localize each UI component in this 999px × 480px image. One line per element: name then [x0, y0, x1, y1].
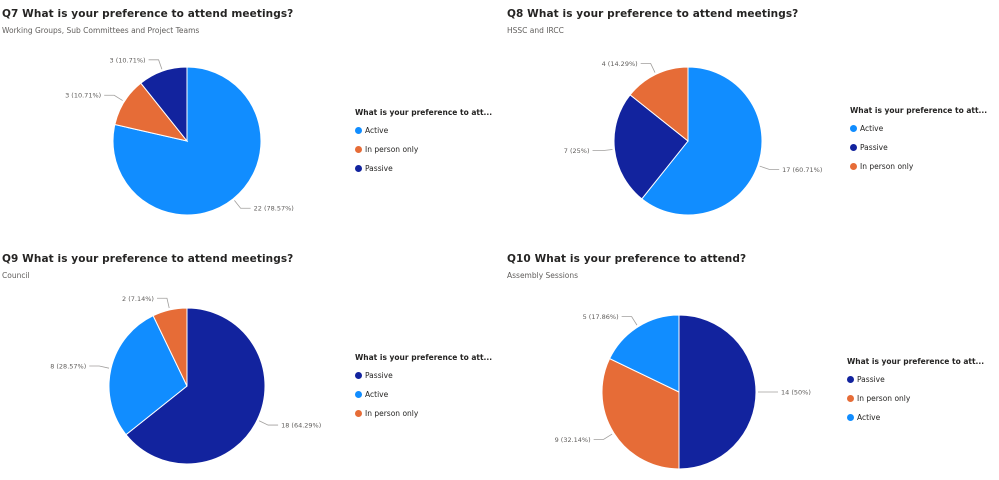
- data-label-leader: [592, 149, 613, 152]
- legend-label: Passive: [860, 143, 888, 152]
- pie-slice-passive[interactable]: [125, 307, 266, 465]
- chart-panel-q7: Q7 What is your preference to attend mee…: [0, 0, 492, 235]
- pie-chart-q9: 18 (64.29%) 8 (28.57%) 2 (7.14%): [50, 295, 321, 465]
- legend-item-passive[interactable]: Passive: [355, 159, 515, 178]
- legend-swatch: [355, 410, 362, 417]
- pie-slice-passive[interactable]: [140, 66, 188, 143]
- chart-title: Q9 What is your preference to attend mee…: [2, 253, 294, 265]
- legend-items: Passive Active In person only: [355, 366, 515, 423]
- legend-item-in-person-only[interactable]: In person only: [850, 157, 999, 176]
- legend-swatch: [355, 127, 362, 134]
- chart-title: Q8 What is your preference to attend mee…: [507, 8, 799, 20]
- chart-subtitle: HSSC and IRCC: [507, 26, 564, 35]
- data-label-leader: [234, 200, 251, 209]
- pie-slice-in-person-only[interactable]: [629, 66, 689, 143]
- pie-chart-q7: 22 (78.57%) 3 (10.71%) 3 (10.71%): [65, 56, 294, 216]
- legend-swatch: [847, 376, 854, 383]
- data-label-active: 22 (78.57%): [254, 205, 294, 213]
- legend: What is your preference to att... Active…: [850, 106, 999, 176]
- legend-swatch: [355, 372, 362, 379]
- legend-swatch: [847, 395, 854, 402]
- data-label-leader: [156, 297, 170, 309]
- legend-label: Active: [365, 390, 389, 399]
- data-label-leader: [593, 433, 613, 440]
- legend-title: What is your preference to att...: [847, 357, 985, 366]
- chart-subtitle: Council: [2, 271, 30, 280]
- legend-label: In person only: [860, 162, 914, 171]
- data-label-passive: 14 (50%): [781, 389, 811, 397]
- legend: What is your preference to att... Active…: [355, 108, 515, 178]
- legend-label: In person only: [857, 394, 911, 403]
- legend-swatch: [355, 146, 362, 153]
- legend-swatch: [355, 391, 362, 398]
- data-label-in-person-only: 3 (10.71%): [65, 92, 101, 100]
- legend-swatch: [850, 163, 857, 170]
- data-label-leader: [621, 316, 638, 326]
- legend-title: What is your preference to att...: [355, 108, 493, 117]
- legend-label: Active: [857, 413, 881, 422]
- data-label-active: 5 (17.86%): [583, 313, 619, 321]
- legend-item-active[interactable]: Active: [355, 385, 515, 404]
- legend-swatch: [355, 165, 362, 172]
- chart-title: Q7 What is your preference to attend mee…: [2, 8, 294, 20]
- pie-slice-active[interactable]: [108, 315, 188, 436]
- legend-label: Passive: [365, 371, 393, 380]
- legend-label: In person only: [365, 409, 419, 418]
- chart-panel-q9: Q9 What is your preference to attend mee…: [0, 245, 492, 480]
- data-label-passive: 7 (25%): [564, 147, 590, 155]
- legend-item-active[interactable]: Active: [355, 121, 515, 140]
- chart-subtitle: Assembly Sessions: [507, 271, 579, 280]
- data-label-in-person-only: 9 (32.14%): [555, 436, 591, 444]
- data-label-leader: [89, 365, 110, 369]
- legend-title: What is your preference to att...: [850, 106, 988, 115]
- legend-items: Active In person only Passive: [355, 121, 515, 178]
- data-label-active: 8 (28.57%): [50, 362, 86, 370]
- legend-swatch: [850, 144, 857, 151]
- chart-subtitle: Working Groups, Sub Committees and Proje…: [2, 26, 200, 35]
- legend-label: Active: [365, 126, 389, 135]
- data-label-leader: [104, 94, 123, 101]
- legend-item-in-person-only[interactable]: In person only: [847, 389, 999, 408]
- pie-slice-in-person-only[interactable]: [601, 357, 680, 470]
- chart-title: Q10 What is your preference to attend?: [507, 253, 747, 265]
- legend-item-active[interactable]: Active: [850, 119, 999, 138]
- data-label-in-person-only: 2 (7.14%): [122, 295, 154, 303]
- pie-slice-passive[interactable]: [678, 314, 757, 470]
- data-label-leader: [759, 165, 780, 170]
- legend-swatch: [847, 414, 854, 421]
- data-label-passive: 3 (10.71%): [110, 56, 146, 64]
- legend-label: Passive: [365, 164, 393, 173]
- legend-label: Active: [860, 124, 884, 133]
- legend: What is your preference to att... Passiv…: [847, 357, 999, 427]
- pie-slice-active[interactable]: [608, 314, 680, 393]
- pie-slice-active[interactable]: [641, 66, 763, 216]
- legend-items: Passive In person only Active: [847, 370, 999, 427]
- chart-panel-q10: Q10 What is your preference to attend? A…: [505, 245, 995, 480]
- data-label-leader: [148, 59, 163, 70]
- legend-item-in-person-only[interactable]: In person only: [355, 404, 515, 423]
- chart-panel-q8: Q8 What is your preference to attend mee…: [505, 0, 995, 235]
- pie-chart-q8: 17 (60.71%) 7 (25%) 4 (14.29%): [564, 60, 822, 216]
- legend-swatch: [850, 125, 857, 132]
- data-label-in-person-only: 4 (14.29%): [602, 60, 638, 68]
- pie-slice-in-person-only[interactable]: [152, 307, 188, 387]
- legend-title: What is your preference to att...: [355, 353, 493, 362]
- data-label-leader: [640, 63, 656, 73]
- pie-slice-passive[interactable]: [613, 94, 689, 200]
- data-label-leader: [258, 420, 279, 426]
- legend-item-active[interactable]: Active: [847, 408, 999, 427]
- legend-items: Active Passive In person only: [850, 119, 999, 176]
- data-label-active: 17 (60.71%): [782, 166, 822, 174]
- legend-label: Passive: [857, 375, 885, 384]
- data-label-passive: 18 (64.29%): [281, 422, 321, 430]
- legend-item-passive[interactable]: Passive: [847, 370, 999, 389]
- legend-item-passive[interactable]: Passive: [850, 138, 999, 157]
- legend-item-passive[interactable]: Passive: [355, 366, 515, 385]
- legend-item-in-person-only[interactable]: In person only: [355, 140, 515, 159]
- pie-chart-q10: 14 (50%) 9 (32.14%) 5 (17.86%): [555, 313, 811, 470]
- legend-label: In person only: [365, 145, 419, 154]
- legend: What is your preference to att... Passiv…: [355, 353, 515, 423]
